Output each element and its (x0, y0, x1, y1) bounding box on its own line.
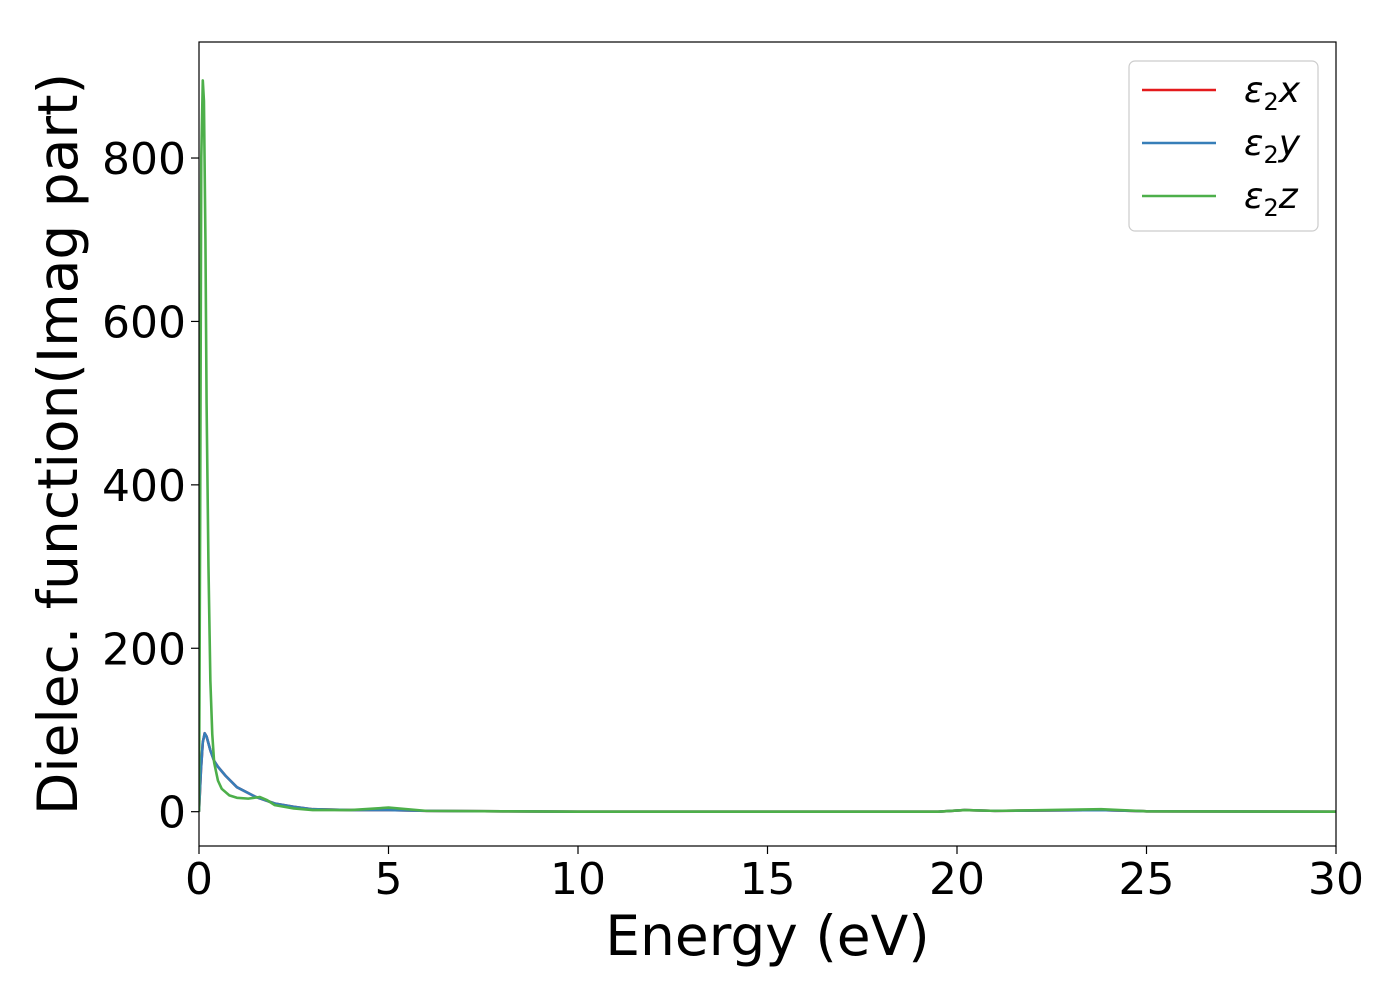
legend-label-y: ε2y (1244, 123, 1301, 169)
x-tick-label: 10 (550, 854, 606, 905)
x-axis-label: Energy (eV) (605, 904, 929, 968)
legend-box (1128, 60, 1319, 232)
legend-label-z: ε2z (1244, 176, 1299, 222)
x-tick-label: 0 (185, 854, 213, 905)
x-tick-label: 5 (375, 854, 403, 905)
legend-label-x: ε2x (1244, 70, 1301, 116)
series-line-y (199, 731, 1336, 813)
y-tick-label: 0 (158, 788, 186, 839)
y-axis-label: Dielec. function(Imag part) (26, 73, 90, 815)
y-tick-label: 800 (102, 134, 186, 185)
series-layer (199, 79, 1336, 813)
x-tick-label: 15 (740, 854, 796, 905)
legend: ε2x ε2y ε2z (1128, 60, 1319, 232)
series-line-x (199, 731, 1336, 813)
y-tick-label: 600 (102, 297, 186, 348)
y-tick-label: 200 (102, 624, 186, 675)
x-tick-label: 20 (929, 854, 985, 905)
y-tick-label: 400 (102, 461, 186, 512)
series-line-z (199, 79, 1336, 813)
x-tick-label: 30 (1308, 854, 1364, 905)
plot-frame (198, 41, 1337, 847)
x-tick-label: 25 (1119, 854, 1175, 905)
ticks-layer: 0 5 10 15 20 25 30 0 200 400 600 800 (102, 134, 1364, 905)
